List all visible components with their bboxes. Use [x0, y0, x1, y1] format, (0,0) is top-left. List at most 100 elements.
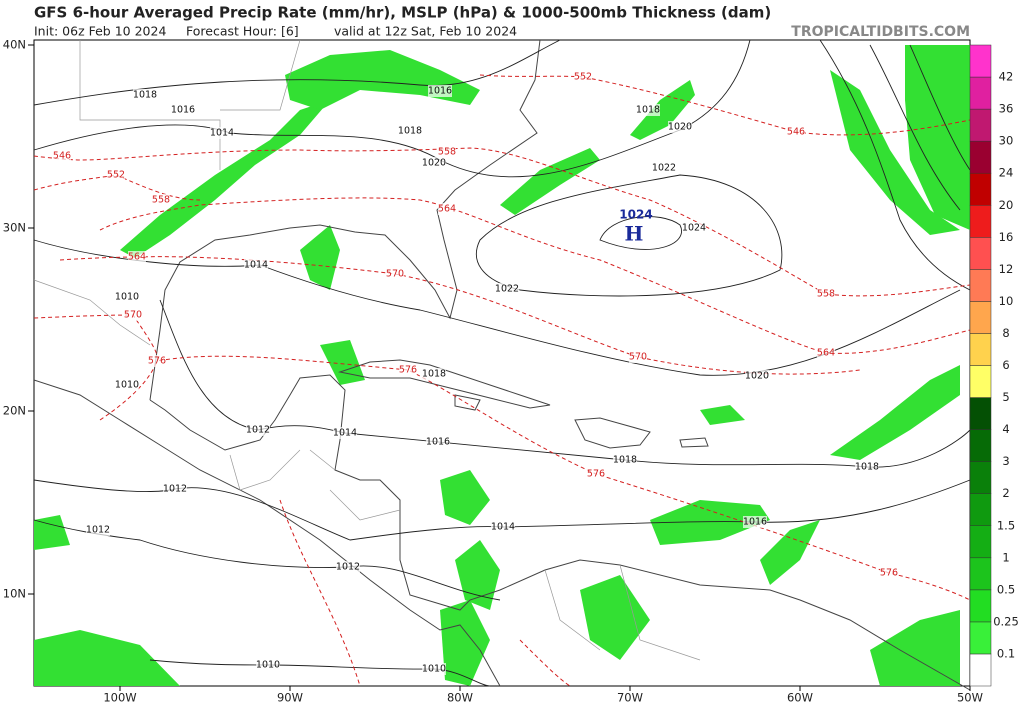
- colorbar-label: 3: [1002, 454, 1009, 468]
- colorbar-segment: [969, 108, 992, 142]
- colorbar-label: 42: [999, 70, 1014, 84]
- thickness-label: 576: [587, 469, 605, 480]
- lat-label: 30N: [3, 221, 26, 235]
- site-credit: TROPICALTIDBITS.COM: [791, 24, 970, 40]
- thickness-label-bg: [817, 288, 835, 300]
- isobar-label-bg: [855, 461, 879, 473]
- isobar-label-bg: [244, 259, 268, 271]
- colorbar-label: 4: [1002, 422, 1009, 436]
- isobar-label-bg: [495, 283, 519, 295]
- colorbar-segment: [969, 269, 992, 302]
- isobar-label: 1020: [422, 158, 446, 169]
- colorbar-segment: [969, 140, 992, 174]
- thickness-label-bg: [574, 71, 592, 83]
- isobar-label-bg: [652, 162, 676, 174]
- isobar-label: 1012: [163, 484, 187, 495]
- colorbar-label: 6: [1002, 358, 1009, 372]
- colorbar-segment: [969, 429, 992, 462]
- lon-label: 90W: [277, 691, 303, 705]
- colorbar-segment: [969, 621, 992, 655]
- isobar-label: 1018: [636, 105, 660, 116]
- thickness-label-bg: [386, 268, 404, 280]
- thickness-label-bg: [817, 347, 835, 359]
- lon-label: 50W: [957, 691, 983, 705]
- colorbar-segment: [969, 653, 992, 687]
- isobar-label: 1012: [336, 562, 360, 573]
- colorbar-segment: [969, 397, 992, 430]
- thickness-label: 564: [817, 348, 835, 359]
- isobar-label: 1020: [745, 371, 769, 382]
- high-pressure: 1024: [619, 208, 652, 222]
- colorbar-label: 5: [1002, 390, 1009, 404]
- isobar-label: 1018: [133, 90, 157, 101]
- colorbar-segment: [969, 365, 992, 398]
- colorbar-label: 1.5: [997, 518, 1015, 532]
- isobar-label-bg: [422, 663, 446, 675]
- isobar-label: 1024: [682, 223, 706, 234]
- colorbar-segment: [969, 493, 992, 527]
- colorbar-segment: [969, 237, 992, 270]
- isobar-label-bg: [422, 157, 446, 169]
- map-title: GFS 6-hour Averaged Precip Rate (mm/hr),…: [34, 4, 771, 22]
- thickness-label: 552: [107, 170, 125, 181]
- isobar-label-bg: [171, 104, 195, 116]
- isobar-label-bg: [636, 104, 660, 116]
- colorbar-segment: [969, 461, 992, 494]
- lat-label: 10N: [3, 587, 26, 601]
- isobar-label: 1010: [115, 292, 139, 303]
- thickness-label-bg: [124, 309, 142, 321]
- isobar-label-bg: [115, 379, 139, 391]
- isobar-label: 1016: [743, 517, 767, 528]
- isobar-label: 1018: [398, 126, 422, 137]
- isobar-label: 1018: [422, 369, 446, 380]
- lat-label: 20N: [3, 404, 26, 418]
- isobar-label-bg: [398, 125, 422, 137]
- thickness-label-bg: [880, 567, 898, 579]
- thickness-label-bg: [438, 146, 456, 158]
- isobar-label: 1018: [855, 462, 879, 473]
- colorbar-segment: [969, 589, 992, 623]
- thickness-label-bg: [438, 203, 456, 215]
- thickness-label-bg: [53, 150, 71, 162]
- map-frame: [33, 39, 971, 687]
- colorbar-segment: [969, 172, 992, 206]
- isobar-label-bg: [613, 454, 637, 466]
- colorbar-segment: [969, 44, 992, 78]
- thickness-label: 564: [438, 204, 456, 215]
- colorbar-segment: [969, 301, 992, 334]
- isobar-label-bg: [743, 516, 767, 528]
- isobar-label: 1014: [210, 128, 234, 139]
- thickness-label: 576: [399, 365, 417, 376]
- isobar-label: 1010: [115, 380, 139, 391]
- thickness-label-bg: [587, 468, 605, 480]
- isobar-label: 1012: [246, 425, 270, 436]
- colorbar-label: 0.25: [993, 614, 1019, 628]
- isobar-label: 1018: [613, 455, 637, 466]
- isobar-label-bg: [210, 127, 234, 139]
- high-symbol: H: [625, 222, 644, 246]
- colorbar-label: 1: [1002, 550, 1009, 564]
- isobar-label-bg: [682, 222, 706, 234]
- isobar-label: 1014: [333, 428, 357, 439]
- isobar-label-bg: [745, 370, 769, 382]
- borders: [33, 39, 701, 661]
- colorbar-segment: [969, 205, 992, 238]
- isobar-label-bg: [336, 561, 360, 573]
- lon-label: 60W: [787, 691, 813, 705]
- colorbar-label: 24: [999, 166, 1014, 180]
- thickness-label: 576: [880, 568, 898, 579]
- thickness-label: 546: [53, 151, 71, 162]
- map-labels: GFS 6-hour Averaged Precip Rate (mm/hr),…: [34, 4, 970, 246]
- colorbar-label: 10: [999, 294, 1014, 308]
- isobar-label-bg: [133, 89, 157, 101]
- isobar-label-bg: [115, 291, 139, 303]
- thickness-label: 570: [124, 310, 142, 321]
- thickness-label-bg: [152, 194, 170, 206]
- thickness-label: 546: [787, 127, 805, 138]
- isobar-label-bg: [246, 424, 270, 436]
- isobar-label: 1016: [428, 86, 452, 97]
- colorbar-segment: [969, 525, 992, 559]
- colorbar-label: 0.1: [997, 646, 1015, 660]
- thickness-label-bg: [399, 364, 417, 376]
- thickness-label: 564: [128, 252, 146, 263]
